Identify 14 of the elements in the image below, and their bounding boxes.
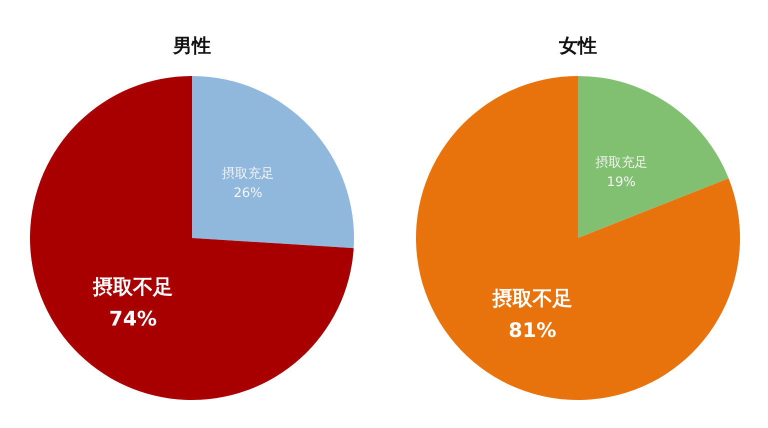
data-label: 74%	[109, 306, 157, 330]
slice-label: 摂取不足	[92, 274, 173, 298]
pie-slice	[578, 76, 729, 238]
chart-title: 女性	[558, 35, 597, 57]
data-label: 26%	[234, 186, 263, 201]
pie-slice	[30, 76, 354, 400]
data-label: 19%	[606, 174, 636, 190]
slice-label: 摂取充足	[595, 155, 648, 170]
pie-slice	[192, 76, 354, 248]
slice-label: 摂取充足	[222, 166, 274, 182]
data-label: 81%	[508, 318, 556, 342]
pie-slice	[416, 76, 740, 400]
chart-title: 男性	[172, 35, 211, 57]
slice-label: 摂取不足	[491, 286, 572, 310]
